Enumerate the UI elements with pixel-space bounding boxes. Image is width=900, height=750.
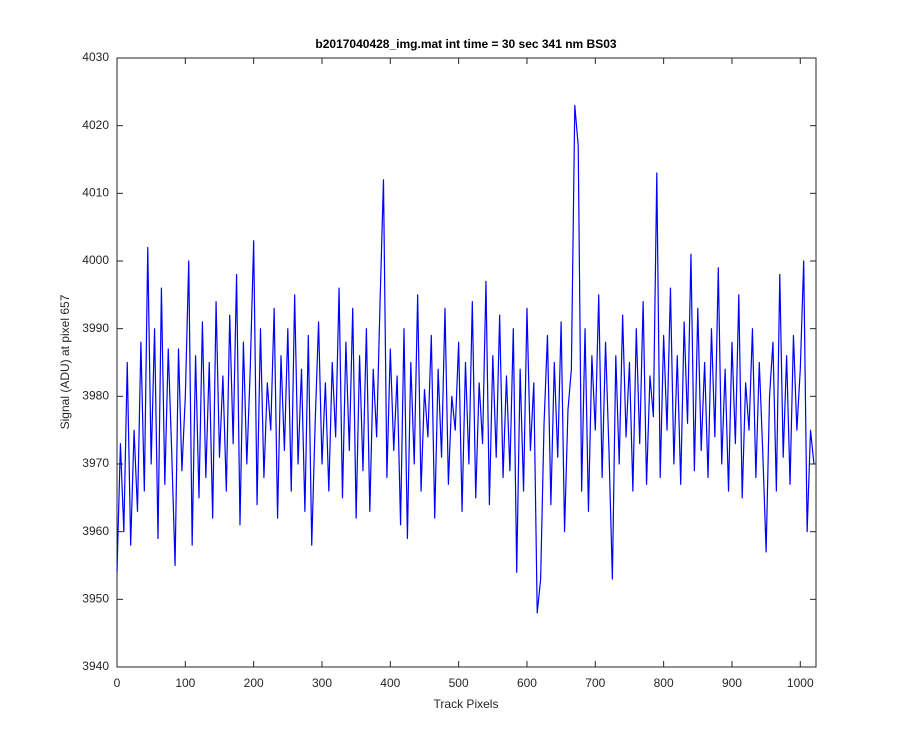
x-tick-label: 100: [175, 676, 195, 690]
y-axis-label: Signal (ADU) at pixel 657: [58, 294, 72, 429]
x-tick-label: 800: [654, 676, 674, 690]
y-tick-label: 3950: [82, 592, 109, 606]
y-tick-label: 4010: [82, 186, 109, 200]
y-tick-label: 4030: [82, 50, 109, 64]
y-tick-label: 3960: [82, 524, 109, 538]
y-tick-label: 3980: [82, 389, 109, 403]
y-tick-label: 4000: [82, 253, 109, 267]
x-tick-label: 0: [114, 676, 121, 690]
y-tick-label: 3990: [82, 321, 109, 335]
y-tick-label: 3970: [82, 456, 109, 470]
x-tick-label: 300: [312, 676, 332, 690]
x-tick-label: 1000: [787, 676, 814, 690]
x-tick-label: 500: [449, 676, 469, 690]
x-axis-label: Track Pixels: [434, 697, 499, 711]
data-line: [116, 104, 815, 614]
x-tick-label: 700: [585, 676, 605, 690]
chart-title: b2017040428_img.mat int time = 30 sec 34…: [315, 37, 616, 51]
x-tick-label: 400: [380, 676, 400, 690]
x-tick-label: 200: [244, 676, 264, 690]
y-tick-label: 3940: [82, 659, 109, 673]
y-tick-label: 4020: [82, 118, 109, 132]
x-tick-label: 600: [517, 676, 537, 690]
x-tick-label: 900: [722, 676, 742, 690]
